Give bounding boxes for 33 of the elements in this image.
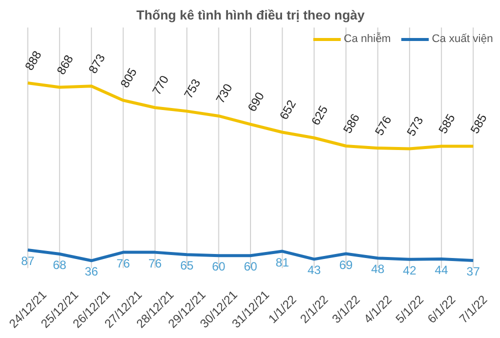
legend-label: Ca nhiễm bbox=[344, 33, 391, 45]
data-label: 43 bbox=[307, 263, 322, 278]
data-label: 81 bbox=[276, 255, 290, 270]
data-label: 690 bbox=[244, 89, 268, 114]
data-label: 753 bbox=[181, 76, 204, 101]
data-label: 87 bbox=[21, 254, 35, 268]
data-label: 873 bbox=[86, 51, 108, 76]
data-label: 573 bbox=[404, 114, 426, 138]
data-label: 37 bbox=[466, 264, 480, 278]
data-label: 76 bbox=[116, 256, 130, 270]
data-label: 65 bbox=[180, 258, 194, 273]
chart-title: Thống kê tình hình điều trị theo ngày bbox=[136, 8, 366, 22]
data-label: 770 bbox=[149, 72, 172, 98]
data-label: 36 bbox=[84, 264, 98, 279]
data-label: 68 bbox=[52, 258, 67, 272]
data-label: 44 bbox=[434, 262, 448, 277]
data-label: 576 bbox=[372, 113, 394, 138]
data-label: 585 bbox=[436, 111, 458, 136]
data-label: 42 bbox=[402, 263, 417, 278]
data-label: 585 bbox=[468, 111, 490, 136]
data-label: 805 bbox=[118, 65, 140, 90]
data-label: 60 bbox=[212, 260, 226, 274]
data-label: 652 bbox=[276, 97, 299, 122]
data-label: 868 bbox=[54, 52, 76, 77]
data-label: 625 bbox=[308, 102, 331, 128]
data-label: 76 bbox=[148, 256, 162, 270]
legend-label: Ca xuất viện bbox=[432, 33, 493, 45]
data-label: 888 bbox=[22, 48, 44, 73]
data-label: 730 bbox=[213, 81, 236, 106]
data-label: 69 bbox=[339, 258, 353, 272]
data-label: 48 bbox=[371, 262, 385, 276]
data-label: 586 bbox=[340, 111, 363, 136]
data-label: 60 bbox=[244, 260, 258, 274]
